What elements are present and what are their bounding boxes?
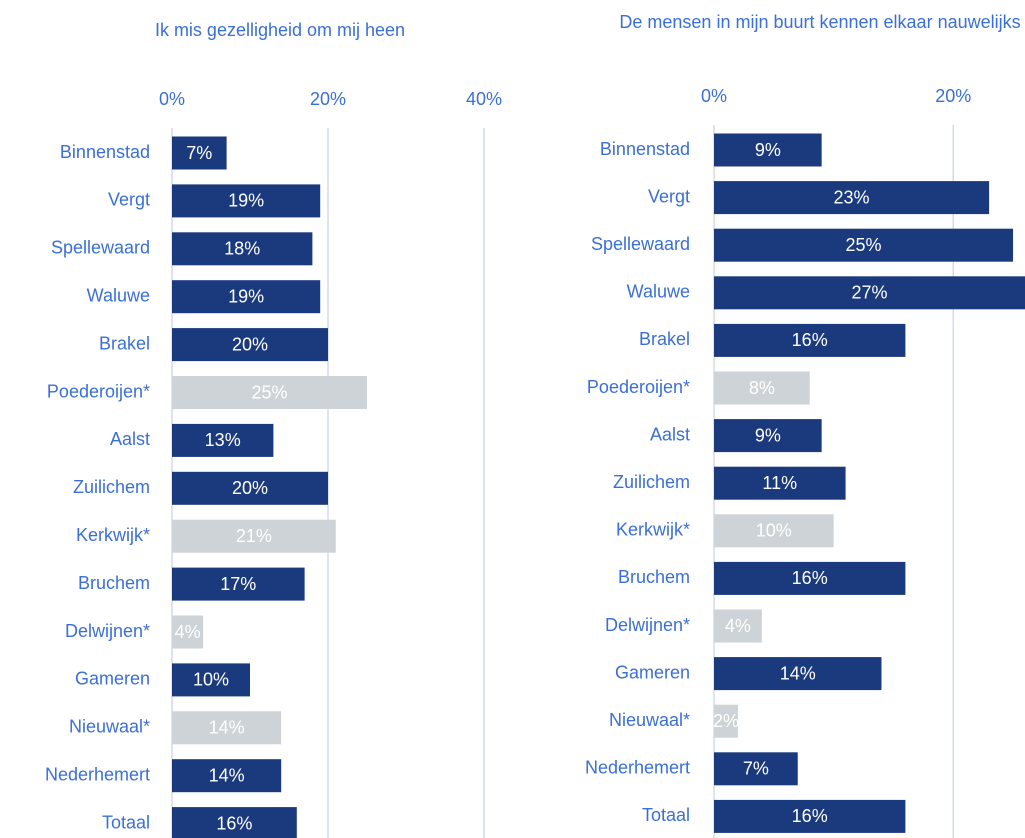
data-label: 10% <box>756 521 792 541</box>
category-label: Totaal <box>642 805 690 825</box>
data-label: 8% <box>749 378 775 398</box>
data-label: 14% <box>209 718 245 738</box>
data-label: 16% <box>792 330 828 350</box>
category-label: Kerkwijk* <box>616 520 690 540</box>
bar <box>714 466 846 500</box>
category-label: Zuilichem <box>613 472 690 492</box>
data-label: 27% <box>851 283 887 303</box>
chart-title: Ik mis gezelligheid om mij heen <box>154 20 406 40</box>
bar <box>172 615 204 649</box>
bar <box>714 752 798 786</box>
data-label: 14% <box>209 765 245 785</box>
category-label: Poederoijen* <box>587 377 690 397</box>
category-label: Zuilichem <box>73 477 150 497</box>
data-label: 14% <box>780 663 816 683</box>
category-label: Spellewaard <box>591 234 690 254</box>
bar <box>172 280 321 314</box>
bar <box>172 376 367 409</box>
x-tick-label: 20% <box>310 89 346 109</box>
bar <box>172 759 282 793</box>
bar <box>172 232 313 266</box>
category-label: Waluwe <box>627 282 690 302</box>
category-label: Totaal <box>102 812 150 832</box>
data-label: 17% <box>220 574 256 594</box>
bar <box>714 181 990 215</box>
bar <box>172 663 250 697</box>
data-label: 23% <box>834 187 870 207</box>
data-label: 7% <box>186 143 212 163</box>
data-label: 25% <box>846 235 882 255</box>
category-label: Bruchem <box>618 567 690 587</box>
category-label: Kerkwijk* <box>76 525 150 545</box>
bar <box>714 704 738 738</box>
category-label: Poederoijen* <box>47 381 150 401</box>
category-label: Brakel <box>639 329 690 349</box>
data-label: 21% <box>236 526 272 546</box>
data-label: 9% <box>755 140 781 160</box>
category-label: Nieuwaal* <box>69 717 150 737</box>
bar <box>172 519 336 553</box>
bar <box>714 323 906 357</box>
data-label: 13% <box>205 430 241 450</box>
bar <box>714 228 1014 262</box>
bar <box>172 136 227 170</box>
bar <box>172 328 328 362</box>
category-label: Brakel <box>99 333 150 353</box>
category-label: Gameren <box>75 669 150 689</box>
data-label: 19% <box>228 286 264 306</box>
x-tick-label: 0% <box>701 86 727 106</box>
bar <box>172 184 321 218</box>
category-label: Binnenstad <box>600 139 690 159</box>
data-label: 16% <box>216 813 252 833</box>
bar <box>714 419 822 453</box>
bar <box>714 609 762 643</box>
bar <box>714 514 834 548</box>
data-label: 10% <box>193 670 229 690</box>
category-label: Spellewaard <box>51 238 150 258</box>
data-label: 20% <box>232 334 268 354</box>
category-label: Aalst <box>650 424 690 444</box>
category-label: Binnenstad <box>60 142 150 162</box>
category-label: Delwijnen* <box>605 615 690 635</box>
bar <box>172 711 282 745</box>
bar <box>714 657 882 691</box>
bar <box>714 371 810 405</box>
category-label: Gameren <box>615 662 690 682</box>
data-label: 16% <box>792 568 828 588</box>
bar <box>714 276 1025 310</box>
bar <box>714 799 906 833</box>
category-label: Bruchem <box>78 573 150 593</box>
data-label: 25% <box>251 382 287 402</box>
chart-title: De mensen in mijn buurt kennen elkaar na… <box>619 12 1021 32</box>
data-label: 9% <box>755 425 781 445</box>
category-label: Aalst <box>110 429 150 449</box>
bar <box>714 561 906 595</box>
bar <box>172 423 274 457</box>
bar <box>172 807 297 838</box>
data-label: 2% <box>713 711 739 731</box>
category-label: Delwijnen* <box>65 621 150 641</box>
bar <box>714 133 822 167</box>
category-label: Vergt <box>108 190 150 210</box>
data-label: 16% <box>792 806 828 826</box>
data-label: 20% <box>232 478 268 498</box>
category-label: Vergt <box>648 186 690 206</box>
data-label: 19% <box>228 191 264 211</box>
bar <box>172 567 305 601</box>
data-label: 11% <box>762 473 797 493</box>
x-tick-label: 0% <box>159 89 185 109</box>
data-label: 7% <box>743 759 769 779</box>
data-label: 4% <box>175 622 201 642</box>
category-label: Nederhemert <box>585 758 690 778</box>
category-label: Nederhemert <box>45 764 150 784</box>
data-label: 18% <box>224 239 260 259</box>
data-label: 4% <box>725 616 751 636</box>
category-label: Nieuwaal* <box>609 710 690 730</box>
bar <box>172 471 328 505</box>
x-tick-label: 40% <box>466 89 502 109</box>
x-tick-label: 20% <box>935 86 971 106</box>
category-label: Waluwe <box>87 285 150 305</box>
